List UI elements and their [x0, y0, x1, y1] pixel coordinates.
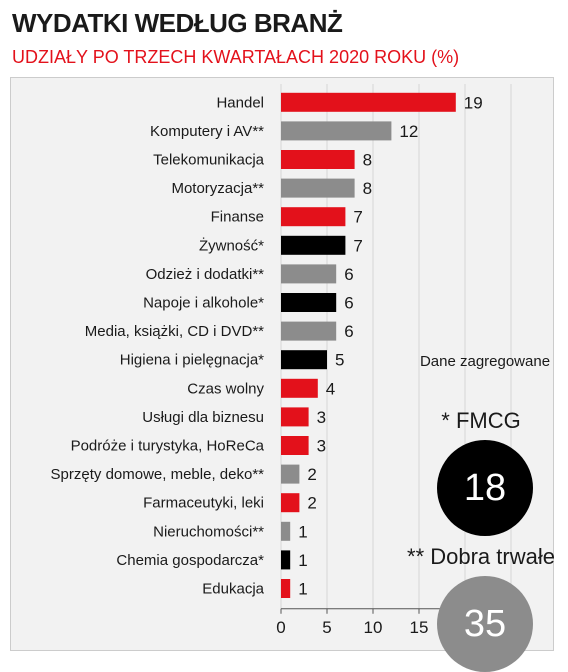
value-label: 6 — [344, 322, 353, 341]
category-label: Podróże i turystyka, HoReCa — [71, 438, 265, 455]
bar — [281, 378, 318, 398]
bar — [281, 207, 346, 227]
value-label: 7 — [353, 236, 362, 255]
bar — [281, 150, 355, 169]
category-label: Media, książki, CD i DVD** — [85, 323, 264, 340]
value-label: 1 — [298, 551, 307, 570]
category-label: Komputery i AV** — [150, 123, 264, 140]
category-label: Sprzęty domowe, meble, deko** — [51, 466, 265, 483]
category-label: Edukacja — [202, 581, 264, 598]
x-tick-label: 10 — [364, 618, 383, 637]
value-label: 5 — [335, 351, 344, 370]
category-label: Chemia gospodarcza* — [116, 552, 264, 569]
bar — [281, 235, 346, 255]
bar — [281, 178, 355, 198]
value-label: 12 — [399, 122, 418, 141]
bar — [281, 293, 337, 312]
bar — [281, 436, 309, 455]
bar — [281, 321, 337, 341]
aggregated-data-label: Dane zagregowane — [419, 353, 551, 370]
category-label: Napoje i alkohole* — [143, 295, 264, 312]
category-label: Handel — [216, 94, 264, 111]
category-label: Żywność* — [199, 236, 264, 254]
fmcg-value-circle: 18 — [437, 440, 533, 536]
value-label: 2 — [307, 465, 316, 484]
value-label: 7 — [353, 208, 362, 227]
value-label: 8 — [363, 179, 372, 198]
value-label: 6 — [344, 294, 353, 313]
bar — [281, 121, 392, 141]
durable-goods-label: ** Dobra trwałe — [407, 544, 555, 569]
bar — [281, 92, 456, 112]
chart-title: WYDATKI WEDŁUG BRANŻ — [12, 8, 343, 38]
value-label: 8 — [363, 151, 372, 170]
bar — [281, 579, 291, 598]
bar — [281, 550, 291, 570]
category-label: Usługi dla biznesu — [142, 409, 264, 426]
value-label: 3 — [317, 408, 326, 427]
value-label: 3 — [317, 437, 326, 456]
category-label: Odzież i dodatki** — [146, 266, 265, 283]
bar — [281, 493, 300, 513]
value-label: 2 — [307, 494, 316, 513]
category-label: Higiena i pielęgnacja* — [120, 352, 264, 369]
bar — [281, 264, 337, 284]
x-tick-label: 0 — [276, 618, 285, 637]
value-label: 6 — [344, 265, 353, 284]
category-label: Finanse — [211, 209, 264, 226]
category-label: Motoryzacja** — [171, 180, 264, 197]
category-label: Telekomunikacja — [153, 152, 265, 169]
value-label: 1 — [298, 580, 307, 599]
bar — [281, 521, 291, 541]
chart-panel: Handel 19 Komputery i AV** 12 Telekomunikacj… — [10, 77, 555, 672]
x-tick-label: 15 — [410, 618, 429, 637]
value-label: 1 — [298, 522, 307, 541]
bar — [281, 350, 327, 370]
fmcg-label: * FMCG — [441, 408, 521, 433]
category-label: Farmaceutyki, leki — [143, 495, 264, 512]
x-tick-label: 5 — [322, 618, 331, 637]
bar — [281, 464, 300, 484]
chart-subtitle: UDZIAŁY PO TRZECH KWARTAŁACH 2020 ROKU (… — [12, 47, 460, 67]
bar — [281, 407, 309, 427]
category-label: Czas wolny — [187, 380, 264, 397]
value-label: 4 — [326, 379, 335, 398]
durable-goods-value-circle: 35 — [437, 576, 533, 672]
category-label: Nieruchomości** — [153, 523, 264, 540]
value-label: 19 — [464, 93, 483, 112]
